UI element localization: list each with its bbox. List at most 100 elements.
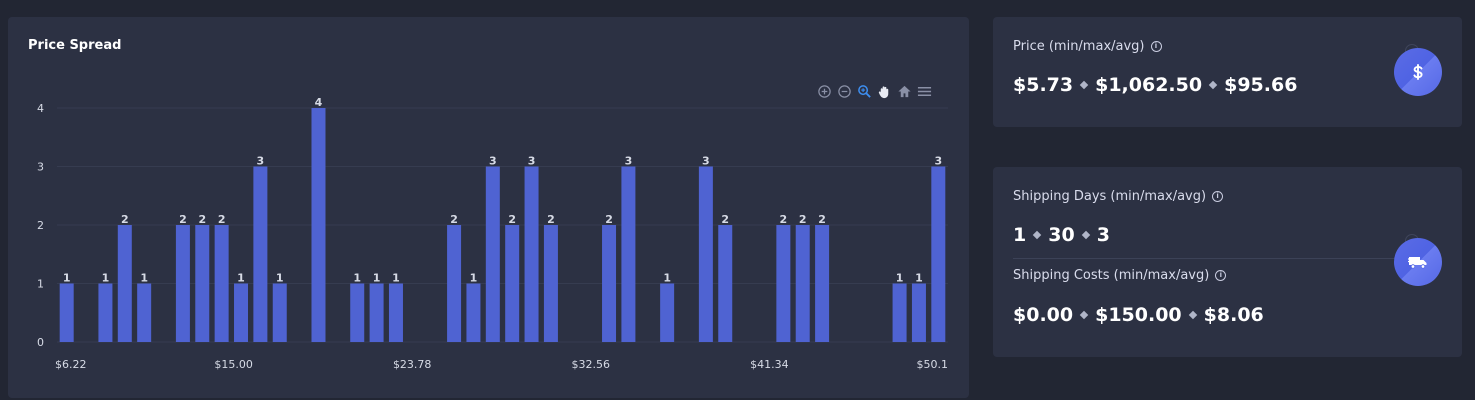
price-values: $5.73 $1,062.50 $95.66	[1013, 74, 1297, 96]
bar	[931, 166, 946, 342]
bar	[447, 225, 462, 342]
data-label: 3	[257, 155, 265, 168]
shipping-costs-label-text: Shipping Costs (min/max/avg)	[1013, 268, 1210, 283]
x-tick-label: $50.1	[917, 358, 949, 371]
shipping-days-values: 1 30 3	[1013, 224, 1110, 246]
price-min: $5.73	[1013, 74, 1074, 96]
shipping-days-min: 1	[1013, 224, 1027, 246]
bar	[98, 283, 113, 342]
bar	[911, 283, 926, 342]
y-tick-label: 1	[37, 278, 44, 291]
chart-toolbar	[816, 83, 932, 99]
bar	[795, 225, 810, 342]
x-tick-label: $23.78	[393, 358, 432, 371]
data-label: 3	[528, 155, 536, 168]
data-label: 2	[818, 213, 826, 226]
price-label-text: Price (min/max/avg)	[1013, 39, 1145, 54]
separator-icon	[1208, 80, 1218, 90]
shipping-days-label: Shipping Days (min/max/avg) i	[1013, 189, 1224, 204]
shipping-days-avg: 3	[1096, 224, 1110, 246]
data-label: 2	[547, 213, 555, 226]
bar	[466, 283, 481, 342]
data-label: 1	[237, 272, 245, 285]
bar	[175, 225, 190, 342]
menu-icon[interactable]	[916, 83, 932, 99]
data-label: 1	[915, 272, 923, 285]
bar	[776, 225, 791, 342]
separator-icon	[1032, 230, 1042, 240]
data-label: 1	[896, 272, 904, 285]
separator-icon	[1081, 230, 1090, 240]
data-label: 4	[315, 96, 323, 109]
bar	[272, 283, 287, 342]
bar	[621, 166, 636, 342]
divider	[1013, 258, 1413, 259]
y-tick-label: 3	[37, 161, 44, 174]
data-label: 2	[450, 213, 458, 226]
info-icon[interactable]: i	[1150, 41, 1162, 52]
data-label: 1	[276, 272, 284, 285]
data-label: 1	[470, 272, 478, 285]
data-label: 1	[140, 272, 148, 285]
data-label: 2	[198, 213, 206, 226]
data-label: 1	[373, 272, 381, 285]
price-card: Price (min/max/avg) i $5.73 $1,062.50 $9…	[993, 17, 1462, 127]
bar	[485, 166, 500, 342]
data-label: 3	[625, 155, 633, 168]
data-label: 1	[353, 272, 361, 285]
separator-icon	[1079, 310, 1089, 320]
separator-icon	[1079, 80, 1089, 90]
x-tick-label: $41.34	[750, 358, 789, 371]
shipping-days-label-text: Shipping Days (min/max/avg)	[1013, 189, 1207, 204]
selection-zoom-icon[interactable]	[856, 83, 872, 99]
data-label: 3	[934, 155, 942, 168]
shipping-days-max: 30	[1048, 224, 1075, 246]
shipping-costs-max: $150.00	[1095, 304, 1182, 326]
zoom-in-icon[interactable]	[816, 83, 832, 99]
shipping-card: Shipping Days (min/max/avg) i 1 30 3 Shi…	[993, 167, 1462, 357]
price-avg: $95.66	[1224, 74, 1298, 96]
bar	[543, 225, 558, 342]
data-label: 2	[799, 213, 807, 226]
bar	[602, 225, 617, 342]
bar	[698, 166, 713, 342]
bar	[660, 283, 675, 342]
data-label: 2	[121, 213, 129, 226]
data-label: 2	[179, 213, 187, 226]
bar	[195, 225, 210, 342]
data-label: 1	[102, 272, 110, 285]
x-tick-label: $6.22	[55, 358, 87, 371]
bar	[892, 283, 907, 342]
data-label: 3	[702, 155, 710, 168]
data-label: 1	[63, 272, 71, 285]
data-label: 2	[218, 213, 226, 226]
chart-title: Price Spread	[28, 38, 122, 53]
y-tick-label: 0	[37, 336, 44, 349]
x-tick-label: $15.00	[214, 358, 253, 371]
data-label: 1	[663, 272, 671, 285]
home-icon[interactable]	[896, 83, 912, 99]
info-icon[interactable]: i	[1212, 191, 1224, 202]
shipping-costs-label: Shipping Costs (min/max/avg) i	[1013, 268, 1227, 283]
price-label: Price (min/max/avg) i	[1013, 39, 1162, 54]
bar	[214, 225, 229, 342]
data-label: 1	[392, 272, 400, 285]
info-icon[interactable]: i	[1215, 270, 1227, 281]
zoom-out-icon[interactable]	[836, 83, 852, 99]
bar	[311, 108, 326, 342]
bar	[369, 283, 384, 342]
bar	[718, 225, 733, 342]
bar	[524, 166, 539, 342]
bar	[505, 225, 520, 342]
bar	[117, 225, 132, 342]
bar	[137, 283, 152, 342]
data-label: 2	[605, 213, 613, 226]
bar	[253, 166, 268, 342]
shipping-costs-min: $0.00	[1013, 304, 1074, 326]
data-label: 2	[721, 213, 729, 226]
bar	[815, 225, 830, 342]
x-tick-label: $32.56	[572, 358, 611, 371]
pan-hand-icon[interactable]	[876, 83, 892, 99]
data-label: 2	[508, 213, 516, 226]
